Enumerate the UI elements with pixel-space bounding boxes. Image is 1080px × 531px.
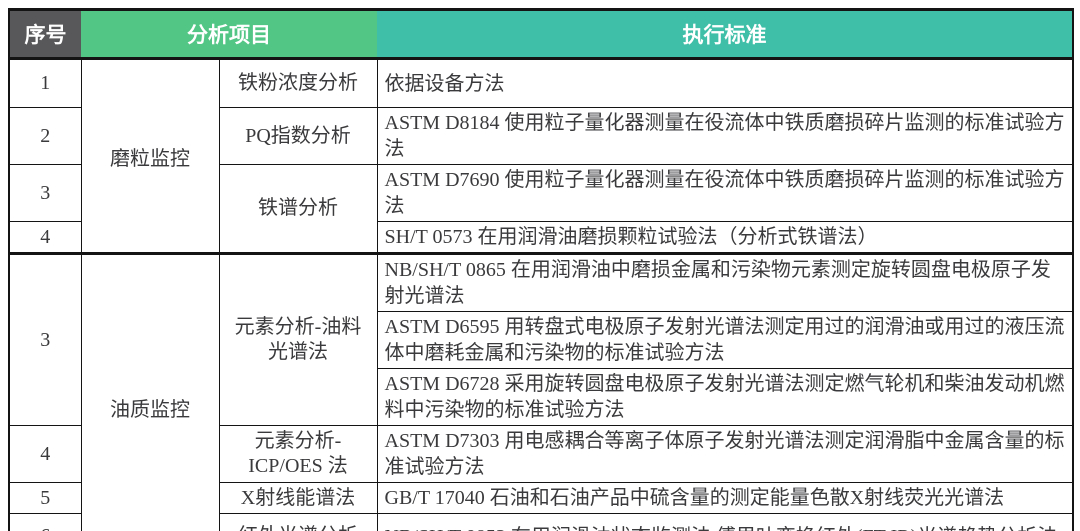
- item-cell: 铁粉浓度分析: [218, 58, 378, 108]
- item-cell: PQ指数分析: [218, 107, 378, 165]
- table-row: 4 元素分析- ICP/OES 法 ASTM D7303 用电感耦合等离子体原子…: [8, 425, 1074, 483]
- item-cell: 铁谱分析: [218, 164, 378, 254]
- item-cell: 元素分析-油料 光谱法: [218, 252, 378, 426]
- category-cell: 磨粒监控: [80, 58, 220, 254]
- table-row: 5 X射线能谱法 GB/T 17040 石油和石油产品中硫含量的测定能量色散X射…: [8, 482, 1074, 514]
- standard-cell: GB/T 17040 石油和石油产品中硫含量的测定能量色散X射线荧光光谱法: [376, 482, 1074, 514]
- serial-cell: 4: [8, 221, 82, 254]
- header-execution-standard: 执行标准: [377, 9, 1073, 59]
- standard-cell: ASTM D7303 用电感耦合等离子体原子发射光谱法测定润滑脂中金属含量的标准…: [376, 425, 1074, 483]
- header-analysis-item: 分析项目: [81, 9, 377, 59]
- category-cell: 油质监控: [80, 252, 220, 531]
- standard-cell: ASTM D6728 采用旋转圆盘电极原子发射光谱法测定燃气轮机和柴油发动机燃料…: [376, 368, 1074, 426]
- table-row: 4 SH/T 0573 在用润滑油磨损颗粒试验法（分析式铁谱法）: [8, 221, 1074, 254]
- item-cell: 红外光谱分析: [218, 513, 378, 531]
- item-cell: 元素分析- ICP/OES 法: [218, 425, 378, 483]
- serial-cell: 4: [8, 425, 82, 483]
- standard-cell: ASTM D8184 使用粒子量化器测量在役流体中铁质磨损碎片监测的标准试验方法: [376, 107, 1074, 165]
- table-row: 3 油质监控 元素分析-油料 光谱法 NB/SH/T 0865 在用润滑油中磨损…: [8, 252, 1074, 531]
- item-cell: X射线能谱法: [218, 482, 378, 514]
- standard-cell: ASTM D7690 使用粒子量化器测量在役流体中铁质磨损碎片监测的标准试验方法: [376, 164, 1074, 222]
- serial-cell: 2: [8, 107, 82, 165]
- standard-cell: 依据设备方法: [376, 58, 1074, 108]
- serial-cell: 3: [8, 252, 82, 426]
- table-header-row: 序号 分析项目 执行标准: [9, 9, 1073, 59]
- serial-cell: 1: [8, 58, 82, 108]
- standard-cell: ASTM D6595 用转盘式电极原子发射光谱法测定用过的润滑油或用过的液压流体…: [376, 311, 1074, 369]
- standard-cell: NB/SH/T 0865 在用润滑油中磨损金属和污染物元素测定旋转圆盘电极原子发…: [376, 252, 1074, 312]
- standard-cell: SH/T 0573 在用润滑油磨损颗粒试验法（分析式铁谱法）: [376, 221, 1074, 254]
- serial-cell: 3: [8, 164, 82, 222]
- analysis-standards-table: 序号 分析项目 执行标准 1 磨粒监控 铁粉浓度分析 依据设备方法 2 PQ指数…: [8, 8, 1074, 531]
- table-row: 6 红外光谱分析 NB/SH/T 0853 在用润滑油状态监测法 傅里叶变换红外…: [8, 513, 1074, 531]
- serial-cell: 6: [8, 513, 82, 531]
- table-row: ASTM D6728 采用旋转圆盘电极原子发射光谱法测定燃气轮机和柴油发动机燃料…: [9, 368, 1074, 426]
- standard-cell: NB/SH/T 0853 在用润滑油状态监测法 傅里叶变换红外(FT-IR)光谱…: [376, 513, 1074, 531]
- table-row: ASTM D6595 用转盘式电极原子发射光谱法测定用过的润滑油或用过的液压流体…: [9, 311, 1074, 369]
- table-row: 2 PQ指数分析 ASTM D8184 使用粒子量化器测量在役流体中铁质磨损碎片…: [8, 107, 1074, 165]
- table-row: 1 磨粒监控 铁粉浓度分析 依据设备方法: [8, 58, 1074, 254]
- table-row: 3 铁谱分析 ASTM D7690 使用粒子量化器测量在役流体中铁质磨损碎片监测…: [8, 164, 1074, 254]
- serial-cell: 5: [8, 482, 82, 514]
- header-serial-number: 序号: [9, 9, 81, 59]
